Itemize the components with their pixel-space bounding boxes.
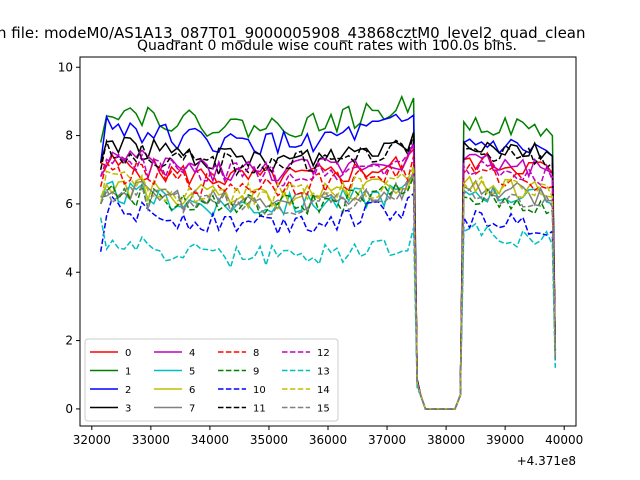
x-tick-label: 36000	[309, 433, 347, 447]
x-tick-label: 34000	[191, 433, 229, 447]
series-line-9	[100, 176, 557, 410]
x-tick-label: 39000	[486, 433, 524, 447]
legend-box	[84, 338, 339, 422]
series-layer	[99, 94, 557, 410]
series-line-11	[99, 135, 557, 410]
x-tick-label: 33000	[132, 433, 170, 447]
legend-label-7: 7	[189, 404, 195, 415]
legend-label-3: 3	[125, 404, 131, 415]
legend-label-13: 13	[317, 367, 330, 378]
series-line-12	[99, 143, 557, 410]
y-tick-label: 6	[65, 197, 73, 211]
series-line-13	[99, 217, 557, 410]
legend-label-12: 12	[317, 348, 330, 359]
legend-label-0: 0	[125, 348, 131, 359]
legend-label-15: 15	[317, 404, 330, 415]
series-line-15	[100, 175, 557, 410]
x-tick-label: 37000	[368, 433, 406, 447]
x-axis: 32000 33000 34000 35000 36000 37000 38000 39000…	[73, 426, 583, 447]
y-tick-label: 10	[58, 60, 73, 74]
legend-label-9: 9	[253, 367, 259, 378]
y-tick-label: 4	[65, 265, 73, 279]
series-line-4	[100, 142, 557, 410]
series-line-3	[99, 131, 557, 410]
legend-label-11: 11	[253, 404, 266, 415]
series-line-8	[99, 155, 557, 410]
legend-label-2: 2	[125, 385, 131, 396]
x-tick-label: 40000	[545, 433, 583, 447]
legend-label-10: 10	[253, 385, 266, 396]
legend-label-8: 8	[253, 348, 259, 359]
x-tick-label: 35000	[250, 433, 288, 447]
legend-label-5: 5	[189, 367, 195, 378]
legend-label-4: 4	[189, 348, 195, 359]
x-offset-label: +4.371e8	[517, 454, 576, 468]
series-line-2	[99, 113, 557, 410]
legend-label-14: 14	[317, 385, 330, 396]
y-tick-label: 0	[65, 402, 73, 416]
y-tick-label: 2	[65, 334, 73, 348]
chart-title: Quadrant 0 module wise count rates with …	[137, 38, 517, 54]
series-line-10	[99, 192, 557, 410]
x-tick-label: 32000	[73, 433, 111, 447]
x-tick-label: 38000	[427, 433, 465, 447]
y-axis: 0 2 4 6 8 10	[58, 60, 80, 416]
legend-label-1: 1	[125, 367, 131, 378]
series-line-14	[99, 165, 557, 410]
series-line-1	[99, 94, 557, 410]
figure-suptitle: n file: modeM0/AS1A13_087T01_9000005908_…	[0, 24, 586, 43]
legend-label-6: 6	[189, 385, 195, 396]
y-tick-label: 8	[65, 129, 73, 143]
